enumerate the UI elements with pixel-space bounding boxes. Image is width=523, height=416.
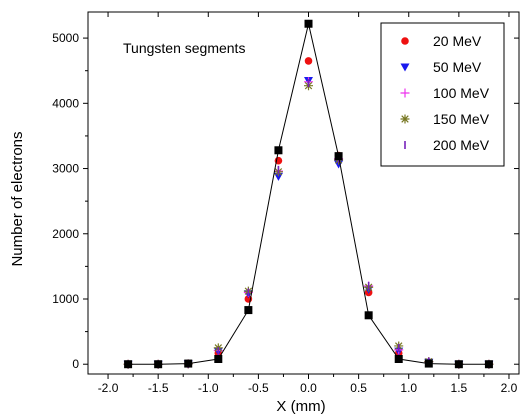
x-tick-label: 1.5 (451, 381, 468, 395)
x-tick-label: -2.0 (98, 381, 119, 395)
legend: 20 MeV 50 MeV 100 MeV 150 MeV 200 MeV (380, 22, 505, 167)
plot-marks (123, 19, 494, 369)
legend-box (380, 22, 505, 167)
x-tick-label: 1.0 (400, 381, 417, 395)
y-axis-label: Number of electrons (9, 131, 26, 266)
y-tick-label: 3000 (52, 162, 79, 176)
data-point-square (124, 360, 133, 369)
series (124, 19, 493, 369)
data-point-square (274, 146, 283, 155)
data-point-square (214, 354, 223, 363)
y-tick-label: 4000 (52, 96, 79, 110)
data-point-square (454, 360, 463, 369)
legend-label: 150 MeV (433, 111, 490, 127)
legend-label: 50 MeV (433, 59, 482, 75)
legend-label: 100 MeV (433, 85, 490, 101)
data-point-square (184, 359, 193, 368)
legend-label: 200 MeV (433, 137, 490, 153)
data-point-asterisk (400, 114, 410, 124)
x-tick-label: 0.5 (350, 381, 367, 395)
data-point-square (424, 359, 433, 368)
x-tick-label: 2.0 (501, 381, 518, 395)
data-point-plus (400, 88, 410, 98)
x-tick-label: -1.0 (198, 381, 219, 395)
x-axis-label: X (mm) (276, 398, 325, 415)
plot-frame (87, 11, 520, 375)
data-point-square (334, 152, 343, 161)
legend-label: 20 MeV (433, 33, 482, 49)
data-point-square (484, 360, 493, 369)
y-tick-label: 0 (72, 357, 79, 371)
data-point-square (364, 311, 373, 320)
data-point-square (244, 306, 253, 315)
y-tick-label: 5000 (52, 31, 79, 45)
data-point-triangle (400, 63, 410, 72)
x-tick-label: 0.0 (300, 381, 317, 395)
y-tick-label: 2000 (52, 227, 79, 241)
axes: -2.0 -1.5 -1.0 -0.5 0.0 0.5 1.0 1.5 2.0 0 1000 2000… (52, 12, 519, 395)
y-tick-label: 1000 (52, 292, 79, 306)
x-tick-label: -0.5 (248, 381, 269, 395)
data-point-square (304, 19, 313, 28)
data-point-square (154, 360, 163, 369)
data-point-circle (401, 37, 409, 45)
chart-annotation: Tungsten segments (123, 40, 245, 56)
data-point-square (394, 354, 403, 363)
x-tick-label: -1.5 (148, 381, 169, 395)
data-point-circle (304, 57, 313, 65)
